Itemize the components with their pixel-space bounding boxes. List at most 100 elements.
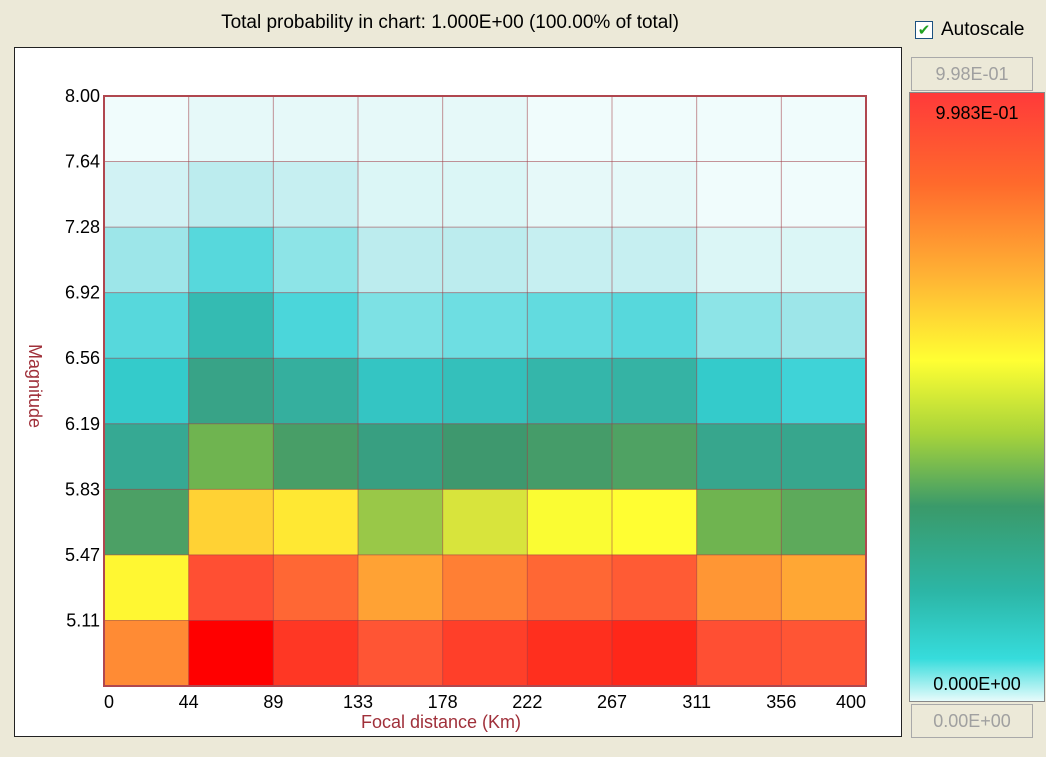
grid-layer <box>103 95 867 687</box>
heatmap-cell <box>358 489 444 556</box>
heatmap-cell <box>612 96 698 163</box>
heatmap-cell <box>358 227 444 294</box>
heatmap-cell <box>696 358 782 425</box>
heatmap-cell <box>442 620 528 687</box>
heatmap-cell <box>188 620 274 687</box>
color-min-input[interactable]: 0.00E+00 <box>911 704 1033 738</box>
x-tick-label: 89 <box>263 692 283 712</box>
heatmap-cell <box>612 292 698 359</box>
y-tick-label: 7.28 <box>65 217 100 237</box>
heatmap-cell <box>358 358 444 425</box>
heatmap-cell <box>104 620 190 687</box>
heatmap-cell <box>442 489 528 556</box>
heatmap-cell <box>527 161 613 228</box>
heatmap-cell <box>273 620 359 687</box>
heatmap-cell <box>188 358 274 425</box>
heatmap-cell <box>781 358 867 425</box>
heatmap-cell <box>527 489 613 556</box>
y-tick-label: 8.00 <box>65 86 100 106</box>
heatmap-cell <box>358 161 444 228</box>
heatmap-cell <box>358 292 444 359</box>
heatmap-cell <box>612 161 698 228</box>
heatmap-cell <box>188 96 274 163</box>
heatmap-cell <box>104 489 190 556</box>
heatmap-cell <box>442 292 528 359</box>
check-icon: ✔ <box>917 21 931 39</box>
heatmap-cell <box>273 161 359 228</box>
heatmap-cell <box>273 96 359 163</box>
x-axis-label: Focal distance (Km) <box>361 712 521 732</box>
y-tick-label: 6.92 <box>65 283 100 303</box>
heatmap-cell <box>612 489 698 556</box>
heatmap-cell <box>442 423 528 490</box>
heatmap-cell <box>442 227 528 294</box>
x-tick-label: 311 <box>682 692 711 712</box>
autoscale-toggle[interactable]: ✔ Autoscale <box>915 12 1024 48</box>
heatmap-cell <box>696 554 782 621</box>
heatmap-cell <box>612 227 698 294</box>
heatmap-cell <box>442 554 528 621</box>
color-max-label: 9.983E-01 <box>935 103 1019 123</box>
color-scale-bar: 9.983E-01 0.000E+00 <box>909 92 1045 702</box>
heatmap-cell <box>612 554 698 621</box>
heatmap-cell <box>612 358 698 425</box>
heatmap-cell <box>442 96 528 163</box>
heatmap-cell <box>781 554 867 621</box>
ticks-layer: 0 44 89 133 178 222 267 311 356 400 5.11 5.47 5.83 6.… <box>65 86 866 712</box>
cells-layer <box>104 96 867 687</box>
heatmap-cell <box>273 227 359 294</box>
heatmap-cell <box>188 423 274 490</box>
autoscale-label: Autoscale <box>941 19 1025 40</box>
heatmap-cell <box>696 620 782 687</box>
heatmap-cell <box>104 161 190 228</box>
heatmap-cell <box>696 292 782 359</box>
heatmap-cell <box>104 292 190 359</box>
heatmap-cell <box>442 358 528 425</box>
heatmap-cell <box>442 161 528 228</box>
heatmap-chart: 0 44 89 133 178 222 267 311 356 400 5.11 5.47 5.83 6.… <box>14 47 902 737</box>
y-tick-label: 6.56 <box>65 348 100 368</box>
y-tick-label: 5.11 <box>66 610 100 630</box>
heatmap-cell <box>104 554 190 621</box>
y-tick-label: 6.19 <box>65 414 100 434</box>
heatmap-cell <box>696 161 782 228</box>
y-tick-label: 5.83 <box>65 479 100 499</box>
x-tick-label: 400 <box>836 692 866 712</box>
heatmap-cell <box>527 292 613 359</box>
heatmap-cell <box>273 423 359 490</box>
color-max-input[interactable]: 9.98E-01 <box>911 57 1033 91</box>
heatmap-cell <box>104 96 190 163</box>
heatmap-cell <box>781 489 867 556</box>
y-axis-label: Magnitude <box>25 344 45 428</box>
heatmap-cell <box>358 554 444 621</box>
heatmap-cell <box>527 358 613 425</box>
heatmap-cell <box>696 423 782 490</box>
heatmap-cell <box>612 423 698 490</box>
x-tick-label: 44 <box>179 692 199 712</box>
heatmap-cell <box>273 554 359 621</box>
autoscale-checkbox[interactable]: ✔ <box>915 21 933 39</box>
heatmap-cell <box>188 161 274 228</box>
heatmap-cell <box>358 423 444 490</box>
heatmap-cell <box>612 620 698 687</box>
heatmap-cell <box>358 620 444 687</box>
x-tick-label: 222 <box>512 692 542 712</box>
x-tick-label: 133 <box>343 692 373 712</box>
heatmap-cell <box>781 423 867 490</box>
x-tick-label: 356 <box>766 692 796 712</box>
x-tick-label: 267 <box>597 692 627 712</box>
plot-border <box>103 95 867 687</box>
heatmap-cell <box>781 161 867 228</box>
heatmap-cell <box>696 96 782 163</box>
heatmap-cell <box>273 292 359 359</box>
heatmap-cell <box>104 227 190 294</box>
heatmap-cell <box>188 227 274 294</box>
y-tick-label: 7.64 <box>65 152 100 172</box>
heatmap-cell <box>527 227 613 294</box>
heatmap-cell <box>358 96 444 163</box>
heatmap-svg: 0 44 89 133 178 222 267 311 356 400 5.11 5.47 5.83 6.… <box>25 86 867 732</box>
heatmap-cell <box>781 227 867 294</box>
total-probability-text: Total probability in chart: 1.000E+00 (1… <box>221 12 679 33</box>
total-probability-header: Total probability in chart: 1.000E+00 (1… <box>0 0 900 46</box>
x-tick-label: 0 <box>104 692 114 712</box>
